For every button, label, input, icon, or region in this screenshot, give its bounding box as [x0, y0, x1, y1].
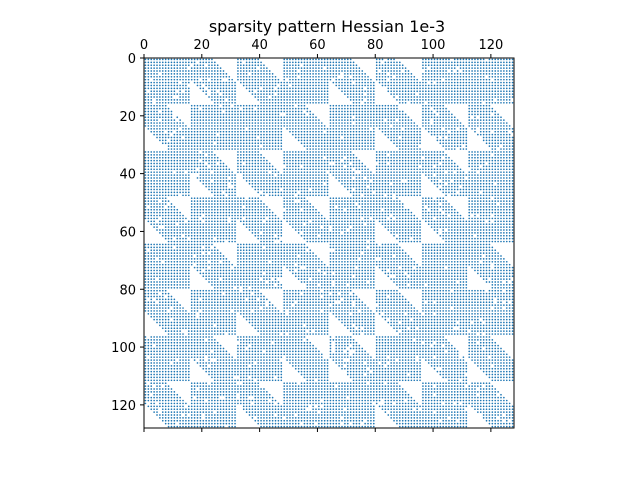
y-tick-label-20: 20 — [119, 110, 136, 125]
y-tick-label-0: 0 — [128, 52, 136, 67]
y-tick-label-80: 80 — [119, 283, 136, 298]
y-tick-label-60: 60 — [119, 225, 136, 240]
y-tick-label-100: 100 — [111, 341, 136, 356]
y-tick-label-120: 120 — [111, 399, 136, 414]
x-tick-label-20: 20 — [194, 38, 211, 53]
chart-title: sparsity pattern Hessian 1e-3 — [209, 17, 445, 36]
x-tick-label-120: 120 — [478, 38, 503, 53]
x-tick-label-80: 80 — [367, 38, 384, 53]
x-tick-label-100: 100 — [421, 38, 446, 53]
y-tick-label-40: 40 — [119, 168, 136, 183]
axes-frame — [143, 57, 515, 429]
axis-ticks: 0 20 40 60 80 100 120 0 20 40 60 80 100 120 — [111, 38, 503, 432]
x-tick-label-40: 40 — [251, 38, 268, 53]
x-tick-label-60: 60 — [309, 38, 326, 53]
x-tick-label-0: 0 — [140, 38, 148, 53]
